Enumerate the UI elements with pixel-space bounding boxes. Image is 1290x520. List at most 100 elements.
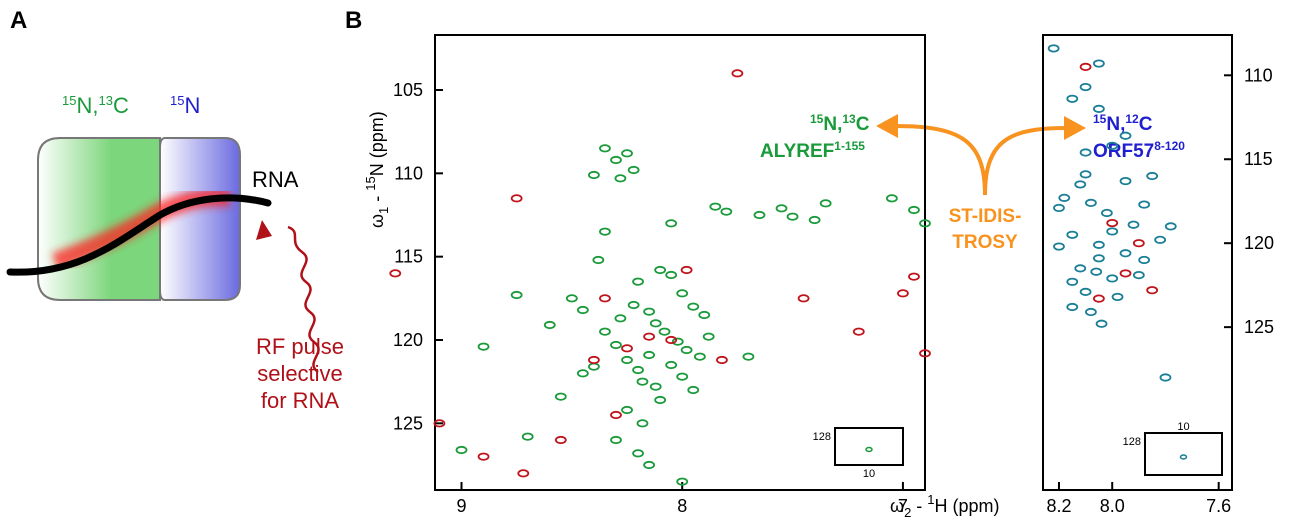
peak (665, 270, 678, 280)
arrowhead (876, 114, 898, 138)
peak (908, 272, 920, 281)
peak (1053, 242, 1065, 251)
plot-frame (434, 34, 926, 491)
sub: 2 (904, 505, 911, 520)
sup: 15 (1093, 112, 1107, 126)
peak (632, 449, 644, 458)
peak (1119, 131, 1132, 140)
peak (687, 385, 700, 395)
text: ALYREF (760, 141, 834, 162)
peak (576, 369, 589, 378)
rf-text: selective (257, 361, 343, 386)
peak (658, 327, 671, 336)
y-tick-label: 110 (394, 163, 423, 183)
inset-frame (834, 427, 904, 466)
peak (1066, 277, 1079, 286)
text: N, (823, 114, 842, 135)
inset-x-label: 10 (863, 468, 875, 480)
peak (1146, 171, 1159, 181)
peak (665, 219, 678, 228)
peak (517, 469, 530, 478)
text: C (113, 93, 129, 118)
inset-peak (865, 446, 873, 453)
peak (852, 327, 865, 336)
peak (621, 344, 633, 353)
peak (1053, 203, 1065, 213)
peak (731, 69, 744, 78)
peak (716, 355, 728, 365)
peak (1085, 307, 1097, 317)
peak (643, 460, 655, 470)
peak (1138, 255, 1151, 265)
peak (1111, 292, 1124, 302)
peak (510, 290, 523, 300)
sup: 15 (810, 112, 824, 126)
text: ORF57 (1093, 141, 1154, 162)
peak (1119, 269, 1132, 278)
inset-x-label: 10 (1177, 421, 1189, 433)
peak (627, 300, 640, 310)
peak (1154, 235, 1167, 244)
peak (610, 340, 622, 350)
y-tick-label: 120 (393, 330, 423, 350)
peak (1074, 264, 1087, 273)
peak (919, 219, 931, 228)
x-tick-label: 7.6 (1206, 496, 1231, 516)
x-tick-label: 8.0 (1100, 496, 1125, 516)
text: N (ppm) (367, 111, 387, 176)
peak (1058, 193, 1071, 202)
peak (649, 319, 662, 328)
peak (599, 144, 611, 153)
peak (632, 365, 644, 375)
peak (897, 289, 909, 298)
peak (521, 432, 534, 441)
peak (1066, 230, 1079, 239)
peak (554, 435, 567, 445)
peak (1127, 220, 1140, 229)
peak (753, 210, 766, 220)
peak (599, 294, 611, 303)
text: C (856, 114, 870, 135)
peak (693, 352, 706, 361)
text: ω (367, 214, 387, 228)
peak (654, 265, 667, 275)
peak (389, 269, 402, 278)
peak (433, 419, 446, 428)
peak (636, 377, 649, 386)
peak (554, 392, 567, 401)
y-tick-label: 105 (393, 80, 423, 100)
rna-strand (6, 194, 272, 276)
sup: 13 (842, 112, 856, 126)
y-tick-label: 115 (394, 247, 423, 267)
peak (632, 277, 644, 286)
peak (1079, 148, 1092, 157)
text: - (911, 496, 927, 516)
pulse-text: ST-IDIS- (949, 206, 1022, 227)
peak (588, 170, 600, 180)
peak (543, 320, 556, 330)
peak (1119, 176, 1132, 186)
peak (1106, 274, 1119, 283)
sup: 12 (1125, 112, 1139, 126)
annotation: 15N,13C (810, 112, 870, 135)
x-tick-label: 8.2 (1046, 496, 1071, 516)
peak (676, 289, 689, 298)
peak (1079, 82, 1092, 92)
peak (599, 327, 611, 336)
peak (643, 350, 655, 360)
peak (576, 305, 589, 315)
peak (1119, 249, 1132, 258)
peak (687, 302, 700, 311)
sup: 15 (62, 93, 76, 108)
rf-text: RF pulse (256, 334, 344, 359)
peak (1074, 180, 1087, 189)
peak (1100, 208, 1113, 218)
pulse-text: TROSY (952, 232, 1018, 253)
text: N, (1106, 114, 1125, 135)
peak (588, 355, 600, 365)
peak (1132, 239, 1145, 248)
peak (1085, 198, 1097, 207)
annotation: ALYREF1-155 (760, 139, 865, 162)
peak (676, 372, 689, 381)
x-tick-label: 9 (456, 496, 466, 516)
